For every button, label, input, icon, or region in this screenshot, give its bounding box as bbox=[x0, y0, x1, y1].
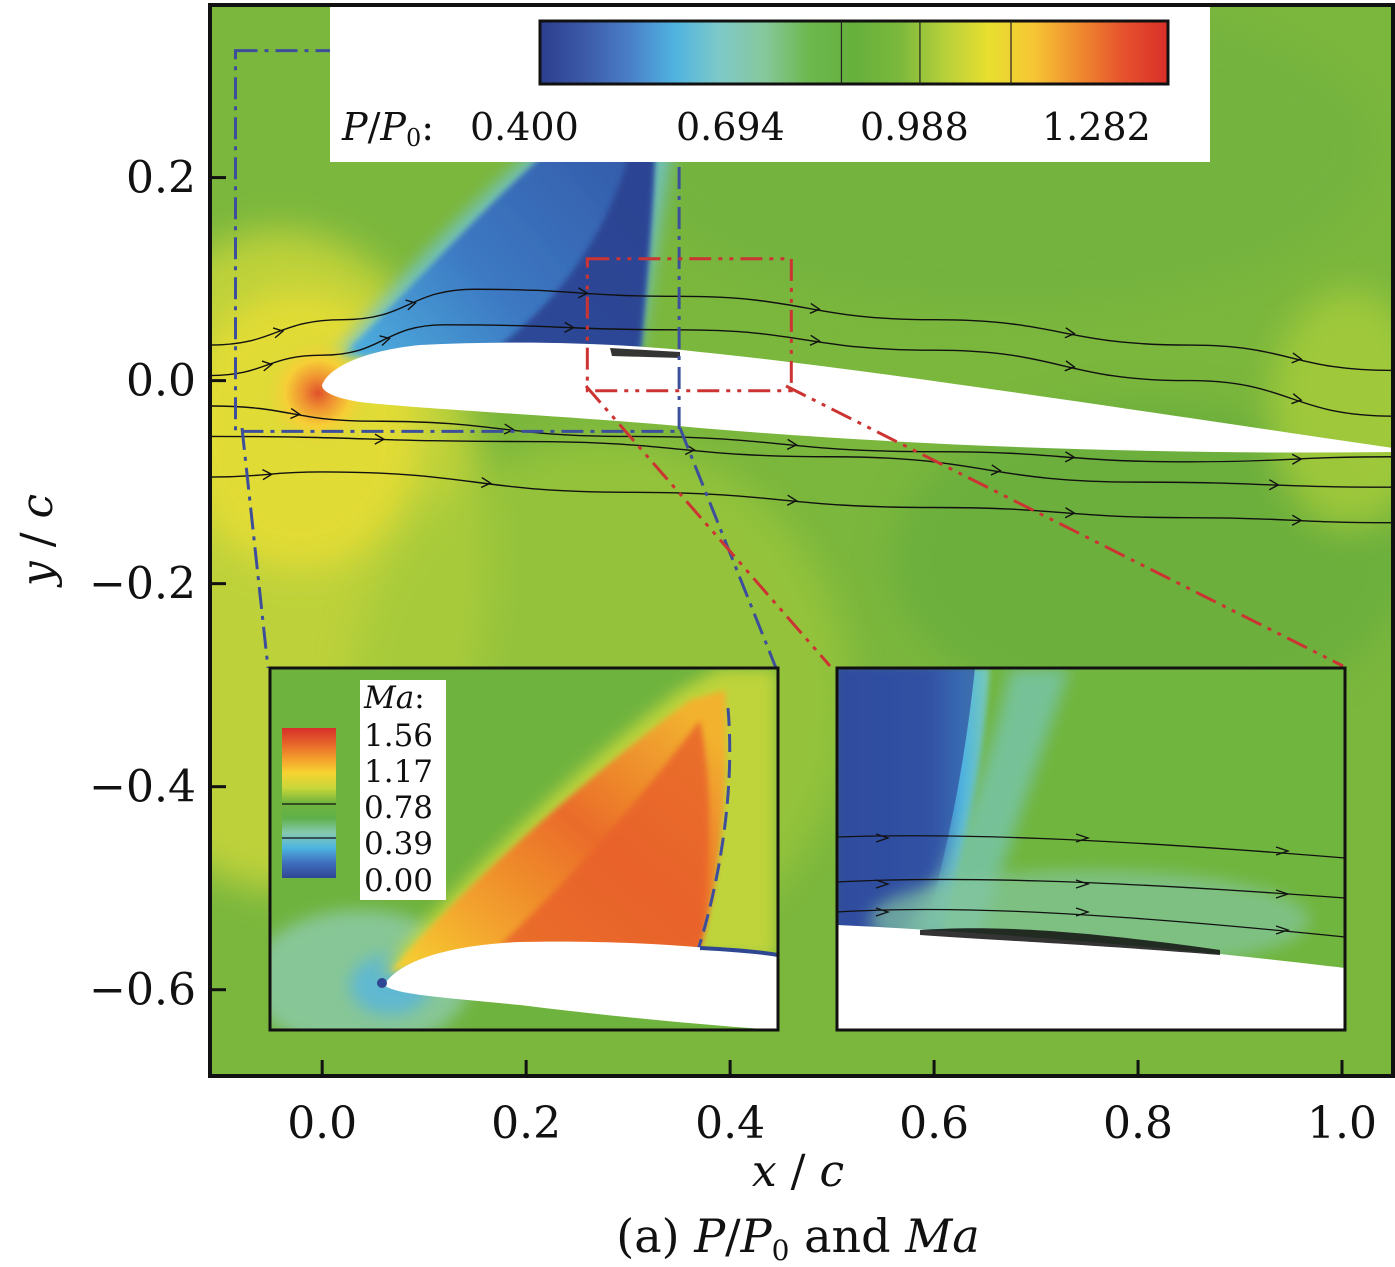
mach-cb-title: Ma bbox=[363, 680, 414, 716]
x-tick-label-3: 0.6 bbox=[899, 1098, 969, 1149]
streamline-arrow-1-3 bbox=[564, 321, 576, 333]
inset-left-frame bbox=[268, 666, 780, 1032]
svg-text:P/P0:: P/P0: bbox=[341, 105, 434, 152]
x-axis-label-sep: / bbox=[777, 1146, 820, 1197]
caption-var3: Ma bbox=[904, 1209, 980, 1263]
inset-streamlines bbox=[837, 833, 1345, 955]
x-axis-ticks: 0.0 0.2 0.4 0.6 0.8 1.0 bbox=[287, 1060, 1377, 1149]
caption-prefix: (a) bbox=[616, 1209, 694, 1263]
streamline-arrow-0-5 bbox=[1064, 327, 1076, 339]
streamline-arrow-2-5 bbox=[1291, 453, 1303, 465]
streamline-arrow-2-3 bbox=[786, 438, 798, 450]
svg-text:Ma:: Ma: bbox=[363, 680, 425, 716]
streamline-1 bbox=[210, 324, 1393, 417]
y-tick-label-0: 0.2 bbox=[126, 153, 196, 204]
pressure-cb-var: P bbox=[341, 105, 369, 149]
inset-mach-contour bbox=[270, 668, 778, 1030]
streamline-2 bbox=[210, 405, 1393, 463]
shock-line bbox=[696, 707, 732, 951]
streamline-arrow-4-1 bbox=[262, 469, 274, 481]
streamline-arrow-4-5 bbox=[1291, 514, 1303, 526]
separation-marks bbox=[610, 348, 680, 358]
y-tick-label-1: 0.0 bbox=[126, 356, 196, 407]
inset-right-frame bbox=[835, 666, 1347, 1032]
x-axis-label-var: x bbox=[752, 1146, 777, 1197]
x-tick-label-0: 0.0 bbox=[287, 1098, 357, 1149]
pressure-cb-var2: P bbox=[379, 105, 407, 149]
streamline-3 bbox=[210, 435, 1393, 488]
streamline-arrow-0-1 bbox=[272, 327, 285, 339]
inset-zoom-pressure bbox=[837, 668, 1345, 1030]
mach-colorbar: Ma: 1.56 1.17 0.78 0.39 0.00 bbox=[282, 680, 446, 900]
x-tick-label-4: 0.8 bbox=[1103, 1098, 1173, 1149]
x-tick-label-5: 1.0 bbox=[1307, 1098, 1377, 1149]
streamline-arrow-0-2 bbox=[405, 299, 417, 311]
x-axis-label-den: c bbox=[819, 1146, 844, 1197]
zoom-region-red bbox=[585, 257, 793, 393]
plot-frame bbox=[208, 3, 1395, 1078]
caption-sep: / bbox=[725, 1209, 741, 1263]
airfoil-shape bbox=[322, 342, 1393, 453]
mach-cb-colon: : bbox=[414, 680, 424, 716]
pressure-cb-sub: 0 bbox=[406, 124, 421, 152]
y-axis-label-sep: / bbox=[12, 519, 63, 562]
caption-var1: P bbox=[693, 1209, 726, 1263]
streamline-0 bbox=[210, 288, 1393, 372]
x-tick-label-1: 0.2 bbox=[491, 1098, 561, 1149]
streamline-arrow-4-4 bbox=[1064, 507, 1076, 519]
pressure-cb-label-1: 0.694 bbox=[676, 105, 785, 149]
pressure-colorbar: P/P0: 0.400 0.694 0.988 1.282 bbox=[330, 5, 1210, 162]
y-axis-ticks: 0.2 0.0 −0.2 −0.4 −0.6 bbox=[89, 153, 226, 1016]
streamline-arrow-4-3 bbox=[786, 494, 798, 506]
x-axis-label: x / c bbox=[752, 1146, 844, 1197]
y-axis-label-den: c bbox=[12, 494, 63, 519]
streamline-arrow-1-2 bbox=[379, 335, 391, 347]
streamline-arrow-1-4 bbox=[809, 334, 821, 346]
pressure-cb-sep: / bbox=[368, 105, 381, 149]
streamline-arrow-0-4 bbox=[809, 302, 821, 314]
streamlines bbox=[210, 287, 1393, 526]
pressure-colorbar-gradient bbox=[538, 19, 1170, 86]
pressure-cb-label-0: 0.400 bbox=[470, 105, 579, 149]
figure-caption: (a) P/P0 and Ma bbox=[616, 1209, 979, 1267]
mach-cb-label-3: 0.39 bbox=[364, 826, 433, 862]
streamline-arrow-3-3 bbox=[990, 464, 1002, 476]
pressure-cb-label-2: 0.988 bbox=[860, 105, 969, 149]
mach-colorbar-gradient bbox=[282, 728, 336, 878]
y-tick-label-2: −0.2 bbox=[89, 559, 196, 610]
pressure-cb-label-3: 1.282 bbox=[1042, 105, 1151, 149]
y-axis-label-var: y bbox=[12, 560, 63, 588]
caption-var2: P bbox=[740, 1209, 773, 1263]
x-tick-label-2: 0.4 bbox=[695, 1098, 765, 1149]
streamline-arrow-2-2 bbox=[503, 423, 515, 435]
mach-cb-label-0: 1.56 bbox=[364, 718, 433, 754]
streamline-arrow-0-6 bbox=[1291, 352, 1303, 364]
streamline-arrow-1-5 bbox=[1064, 360, 1076, 372]
streamline-arrow-2-1 bbox=[290, 407, 302, 420]
y-tick-label-4: −0.6 bbox=[89, 965, 196, 1016]
streamline-arrow-3-1 bbox=[374, 433, 386, 445]
streamline-arrow-1-1 bbox=[261, 360, 274, 372]
caption-mid: and bbox=[789, 1209, 905, 1263]
streamline-arrow-3-4 bbox=[1268, 479, 1280, 491]
mach-cb-label-4: 0.00 bbox=[364, 863, 433, 899]
streamline-arrow-1-6 bbox=[1291, 393, 1303, 405]
mach-cb-label-2: 0.78 bbox=[364, 790, 433, 826]
mach-cb-label-1: 1.17 bbox=[364, 754, 433, 790]
pressure-cb-colon: : bbox=[421, 105, 434, 149]
y-tick-label-3: −0.4 bbox=[89, 762, 196, 813]
streamline-arrow-0-3 bbox=[577, 287, 589, 299]
zoom-connector-red bbox=[584, 384, 1344, 668]
y-axis-label: y / c bbox=[12, 494, 63, 588]
caption-sub: 0 bbox=[772, 1234, 790, 1267]
streamline-arrow-4-2 bbox=[480, 476, 492, 489]
streamline-arrow-2-4 bbox=[1064, 451, 1076, 463]
